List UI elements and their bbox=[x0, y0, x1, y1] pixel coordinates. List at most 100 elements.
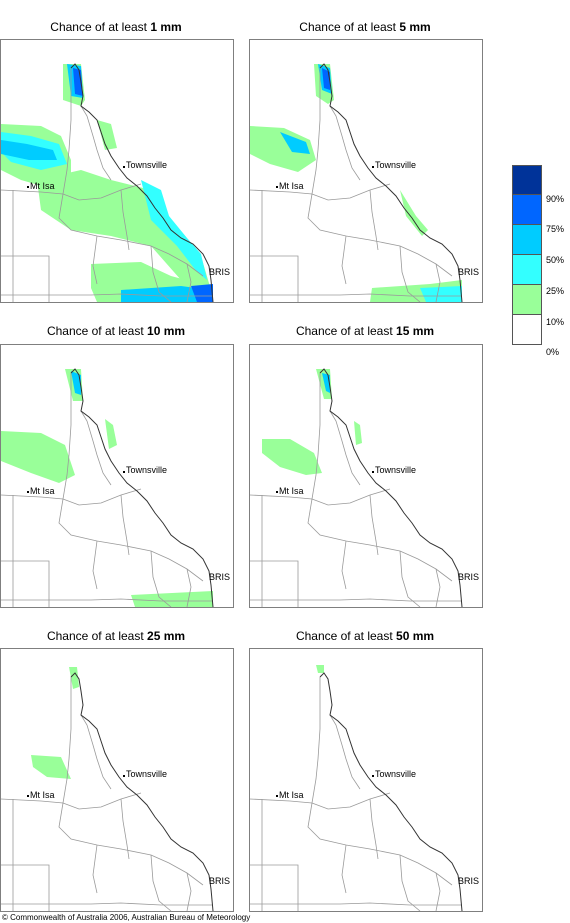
map-panel-15mm: Townsville Mt Isa BRIS bbox=[249, 344, 483, 608]
map-line bbox=[92, 540, 98, 590]
mt-isa-marker bbox=[276, 186, 278, 188]
rain-probability-area bbox=[71, 371, 81, 395]
mt-isa-label: Mt Isa bbox=[279, 181, 304, 191]
map-line bbox=[399, 550, 421, 607]
townsville-label: Townsville bbox=[375, 769, 417, 779]
map-line bbox=[250, 494, 313, 500]
map-line bbox=[186, 872, 192, 911]
queensland-map bbox=[1, 667, 214, 911]
brisbane-label: BRIS bbox=[458, 267, 480, 277]
map-line bbox=[250, 902, 462, 906]
map-line bbox=[70, 672, 214, 911]
map-line bbox=[311, 488, 391, 506]
panel-6-title: Chance of at least 50 mm bbox=[295, 629, 435, 643]
map-line bbox=[341, 235, 347, 285]
rain-probability-area bbox=[322, 68, 330, 90]
map-line bbox=[307, 498, 453, 582]
map-line bbox=[250, 255, 299, 302]
map-line bbox=[58, 193, 204, 277]
queensland-map bbox=[1, 368, 214, 607]
map-line bbox=[250, 598, 462, 602]
map-line bbox=[80, 105, 112, 181]
map-line bbox=[1, 598, 213, 602]
mt-isa-label: Mt Isa bbox=[30, 790, 55, 800]
map-line bbox=[186, 263, 192, 302]
map-line bbox=[1, 902, 213, 906]
map-line bbox=[435, 872, 441, 911]
map-line bbox=[92, 844, 98, 894]
townsville-label: Townsville bbox=[375, 465, 417, 475]
panel-3-title: Chance of at least 10 mm bbox=[46, 324, 186, 338]
map-line bbox=[92, 235, 98, 285]
map-line bbox=[250, 293, 462, 297]
map-panel-25mm: Townsville Mt Isa BRIS bbox=[0, 648, 234, 912]
map-line bbox=[1, 189, 64, 195]
mt-isa-marker bbox=[27, 795, 29, 797]
legend-swatch-0-10 bbox=[512, 315, 542, 345]
map-line bbox=[120, 189, 130, 251]
townsville-marker bbox=[372, 775, 374, 777]
map-line bbox=[150, 854, 172, 911]
rain-probability-area bbox=[69, 667, 79, 689]
map-line bbox=[62, 68, 72, 195]
map-line bbox=[319, 368, 463, 607]
map-line bbox=[369, 189, 379, 251]
rain-probability-area bbox=[131, 591, 213, 607]
legend-swatch-90-100 bbox=[512, 165, 542, 195]
legend-swatch-50-75 bbox=[512, 225, 542, 255]
map-line bbox=[311, 677, 321, 804]
map-line bbox=[58, 498, 204, 582]
panel-5-title: Chance of at least 25 mm bbox=[46, 629, 186, 643]
rain-probability-area bbox=[250, 126, 316, 172]
map-line bbox=[435, 263, 441, 302]
map-line bbox=[399, 854, 421, 911]
rain-probability-area bbox=[121, 286, 213, 302]
map-line bbox=[62, 677, 72, 804]
brisbane-label: BRIS bbox=[458, 572, 480, 582]
map-line bbox=[120, 494, 130, 556]
rain-probability-area bbox=[1, 431, 75, 483]
map-line bbox=[250, 798, 313, 804]
rain-probability-area bbox=[141, 180, 207, 280]
panel-4-title: Chance of at least 15 mm bbox=[295, 324, 435, 338]
townsville-marker bbox=[123, 775, 125, 777]
map-line bbox=[150, 245, 172, 302]
map-panel-10mm: Townsville Mt Isa BRIS bbox=[0, 344, 234, 608]
map-line bbox=[1, 293, 213, 297]
map-line bbox=[399, 245, 421, 302]
legend-label-0: 0% bbox=[546, 347, 560, 357]
mt-isa-marker bbox=[27, 186, 29, 188]
map-line bbox=[311, 183, 391, 201]
rain-probability-area bbox=[354, 421, 362, 445]
rain-probability-area bbox=[73, 68, 83, 96]
queensland-map bbox=[250, 63, 463, 302]
rain-probability-area bbox=[262, 439, 322, 475]
map-line bbox=[80, 714, 112, 790]
map-line bbox=[186, 568, 192, 607]
rain-probability-area bbox=[191, 284, 213, 302]
map-line bbox=[1, 798, 64, 804]
map-line bbox=[329, 410, 361, 486]
map-line bbox=[341, 540, 347, 590]
townsville-marker bbox=[123, 166, 125, 168]
copyright-notice: © Commonwealth of Australia 2006, Austra… bbox=[2, 913, 251, 922]
legend-label-10: 10% bbox=[546, 317, 565, 327]
legend-swatch-25-50 bbox=[512, 255, 542, 285]
mt-isa-label: Mt Isa bbox=[279, 486, 304, 496]
map-line bbox=[250, 560, 299, 607]
map-line bbox=[1, 494, 64, 500]
map-line bbox=[319, 63, 463, 302]
mt-isa-marker bbox=[276, 491, 278, 493]
townsville-marker bbox=[123, 471, 125, 473]
map-panel-50mm: Townsville Mt Isa BRIS bbox=[249, 648, 483, 912]
queensland-map bbox=[250, 665, 463, 911]
map-line bbox=[150, 550, 172, 607]
mt-isa-label: Mt Isa bbox=[30, 181, 55, 191]
legend-label-75: 75% bbox=[546, 224, 565, 234]
map-line bbox=[311, 373, 321, 500]
brisbane-label: BRIS bbox=[458, 876, 480, 886]
panel-1-title: Chance of at least 1 mm bbox=[50, 20, 182, 34]
townsville-label: Townsville bbox=[126, 465, 168, 475]
map-line bbox=[1, 255, 50, 302]
map-line bbox=[369, 494, 379, 556]
